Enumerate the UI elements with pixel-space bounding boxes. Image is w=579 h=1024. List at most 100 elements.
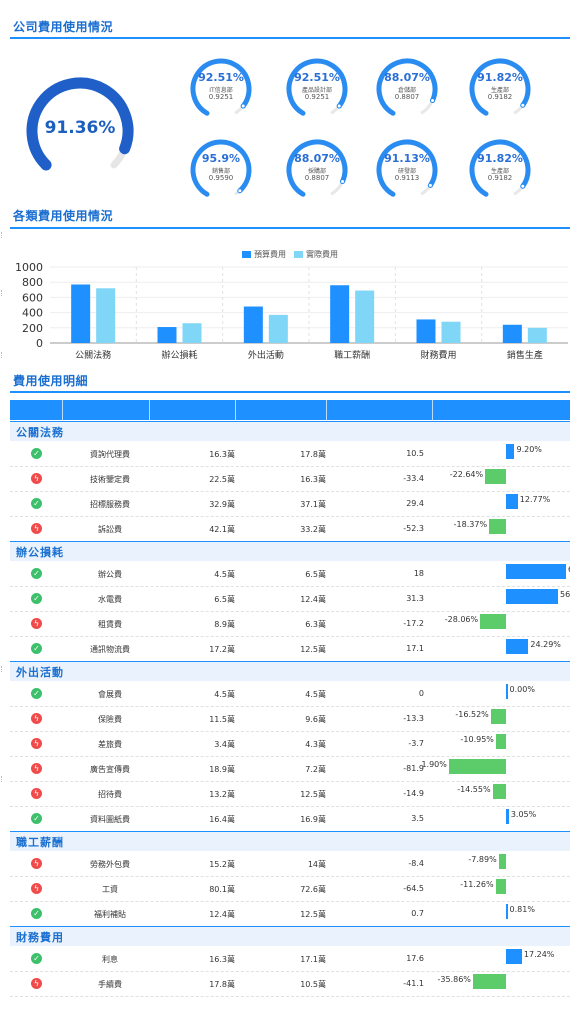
budget-cell: 11.5萬 xyxy=(209,715,235,724)
table-group-header[interactable]: 職工薪酬 xyxy=(10,831,570,851)
department-gauge-arc xyxy=(469,58,531,116)
table-row[interactable]: ✓ 利息 16.3萬 17.1萬 17.6 17.24% xyxy=(10,946,570,972)
bar-budget xyxy=(71,284,91,343)
y-tick-label: 0 xyxy=(36,337,43,350)
table-row[interactable]: ϟ 手續費 17.8萬 10.5萬 -41.1 -35.86% xyxy=(10,971,570,997)
department-gauge: 91.82% 生產部 0.9182 xyxy=(467,137,533,203)
table-row[interactable]: ✓ 資詢代理費 16.3萬 17.8萬 10.5 9.20% xyxy=(10,441,570,467)
resize-handle[interactable] xyxy=(1,290,5,296)
table-group-header[interactable]: 財務費用 xyxy=(10,926,570,946)
table-group-header[interactable]: 公關法務 xyxy=(10,421,570,441)
actual-cell: 33.2萬 xyxy=(300,525,326,534)
variance-percent: -22.64% xyxy=(449,470,484,479)
department-gauge: 92.51% IT信息部 0.9251 xyxy=(188,56,254,122)
table-row[interactable]: ϟ 工資 80.1萬 72.6萬 -64.5 -11.26% xyxy=(10,876,570,902)
difference-cell: 0.7 xyxy=(411,909,424,918)
alert-bolt-icon: ϟ xyxy=(31,978,42,989)
bar-actual xyxy=(96,288,116,343)
budget-cell: 32.9萬 xyxy=(209,500,235,509)
difference-cell: 18 xyxy=(413,569,424,578)
table-row[interactable]: ✓ 水電費 6.5萬 12.4萬 31.3 56.40% xyxy=(10,586,570,612)
department-gauge-name: IT信息部 xyxy=(209,87,233,94)
department-gauge-ratio: 0.9182 xyxy=(487,93,513,101)
table-row[interactable]: ϟ 勞務外包費 15.2萬 14萬 -8.4 -7.89% xyxy=(10,851,570,877)
table-row[interactable]: ϟ 保險費 11.5萬 9.6萬 -13.3 -16.52% xyxy=(10,706,570,732)
resize-handle[interactable] xyxy=(1,232,5,238)
item-name: 勞務外包費 xyxy=(90,860,130,869)
section-title-company: 公司費用使用情況 xyxy=(13,20,114,34)
difference-cell: -41.1 xyxy=(403,979,424,988)
legend-actual[interactable]: 實際費用 xyxy=(294,249,338,260)
table-row[interactable]: ϟ 租賃費 8.9萬 6.3萬 -17.2 -28.06% xyxy=(10,611,570,637)
difference-cell: 31.3 xyxy=(406,594,424,603)
item-name: 手續費 xyxy=(98,980,122,989)
legend-budget[interactable]: 預算費用 xyxy=(242,249,286,260)
table-row[interactable]: ✓ 福利補貼 12.4萬 12.5萬 0.7 0.81% xyxy=(10,901,570,927)
budget-cell: 15.2萬 xyxy=(209,860,235,869)
department-gauge: 95.9% 銷售部 0.9590 xyxy=(188,137,254,203)
difference-cell: -8.4 xyxy=(408,859,424,868)
resize-handle[interactable] xyxy=(1,666,5,672)
actual-cell: 9.6萬 xyxy=(305,715,326,724)
department-gauge-percent: 92.51% xyxy=(294,71,340,84)
variance-percent: -18.37% xyxy=(453,520,488,529)
budget-cell: 80.1萬 xyxy=(209,885,235,894)
table-row[interactable]: ϟ 訴訟費 42.1萬 33.2萬 -52.3 -18.37% xyxy=(10,516,570,542)
alert-bolt-icon: ϟ xyxy=(31,473,42,484)
difference-cell: -14.9 xyxy=(403,789,424,798)
table-group-label: 辦公損耗 xyxy=(16,546,64,559)
variance-percent: 9.20% xyxy=(516,445,542,454)
table-row[interactable]: ϟ 廣告宣傳費 18.9萬 7.2萬 -81.9 1.90% xyxy=(10,756,570,782)
table-row[interactable]: ϟ 招待費 13.2萬 12.5萬 -14.9 -14.55% xyxy=(10,781,570,807)
table-row[interactable]: ϟ 差旅費 3.4萬 4.3萬 -3.7 -10.95% xyxy=(10,731,570,757)
department-gauge-name: 採購部 xyxy=(307,168,326,175)
section-title-categories: 各類費用使用情況 xyxy=(13,209,114,223)
bar-actual xyxy=(355,290,375,343)
actual-cell: 6.3萬 xyxy=(305,620,326,629)
x-tick-label: 外出活動 xyxy=(248,349,284,361)
resize-handle[interactable] xyxy=(1,352,5,358)
table-row[interactable]: ✓ 辦公費 4.5萬 6.5萬 18 65.45% xyxy=(10,561,570,587)
actual-cell: 4.3萬 xyxy=(305,740,326,749)
alert-bolt-icon: ϟ xyxy=(31,883,42,894)
table-row[interactable]: ✓ 會展費 4.5萬 4.5萬 0 0.00% xyxy=(10,681,570,707)
overall-gauge-arc xyxy=(26,77,134,171)
section-divider xyxy=(10,37,570,39)
department-gauge-percent: 88.07% xyxy=(384,71,430,84)
table-row[interactable]: ✓ 通訊物流費 17.2萬 12.5萬 17.1 24.29% xyxy=(10,636,570,662)
bar-actual xyxy=(441,321,461,343)
x-tick-label: 銷售生產 xyxy=(507,349,543,361)
budget-cell: 3.4萬 xyxy=(214,740,235,749)
table-row[interactable]: ✓ 資料圖紙費 16.4萬 16.9萬 3.5 3.05% xyxy=(10,806,570,832)
table-group-label: 外出活動 xyxy=(16,666,64,679)
y-tick-label: 1000 xyxy=(15,261,43,274)
section-title-details: 費用使用明細 xyxy=(13,374,89,388)
table-group-header[interactable]: 辦公損耗 xyxy=(10,541,570,561)
department-gauge: 92.51% 產品設計部 0.9251 xyxy=(284,56,350,122)
item-name: 工資 xyxy=(102,885,118,894)
category-bar-chart: 1000 800 600 400 200 0 公關法務 辦公損耗 外出活動 職工薪酬 財務費用 銷售生… xyxy=(15,261,568,361)
table-row[interactable]: ✓ 招標服務費 32.9萬 37.1萬 29.4 12.77% xyxy=(10,491,570,517)
difference-cell: -3.7 xyxy=(408,739,424,748)
variance-percent: -16.52% xyxy=(455,710,489,719)
variance-bar xyxy=(506,589,559,604)
item-name: 租賃費 xyxy=(98,620,122,629)
department-gauge: 88.07% 倉儲部 0.8807 xyxy=(374,56,440,122)
resize-handle[interactable] xyxy=(1,776,5,782)
check-circle-icon: ✓ xyxy=(31,813,42,824)
department-gauge: 88.07% 採購部 0.8807 xyxy=(284,137,350,203)
department-gauge: 91.82% 生產部 0.9182 xyxy=(467,56,533,122)
check-circle-icon: ✓ xyxy=(31,593,42,604)
budget-cell: 17.8萬 xyxy=(209,980,235,989)
overall-gauge: 91.36% xyxy=(20,68,140,178)
budget-cell: 16.4萬 xyxy=(209,815,235,824)
department-gauge: 91.13% 研發部 0.9113 xyxy=(374,137,440,203)
item-name: 訴訟費 xyxy=(98,525,122,534)
table-row[interactable]: ϟ 技術鑒定費 22.5萬 16.3萬 -33.4 -22.64% xyxy=(10,466,570,492)
department-gauge-percent: 95.9% xyxy=(201,152,241,165)
bar-budget xyxy=(157,327,177,343)
department-gauge-arc xyxy=(469,139,531,197)
actual-cell: 6.5萬 xyxy=(305,570,326,579)
table-group-header[interactable]: 外出活動 xyxy=(10,661,570,681)
bar-budget xyxy=(330,285,350,343)
